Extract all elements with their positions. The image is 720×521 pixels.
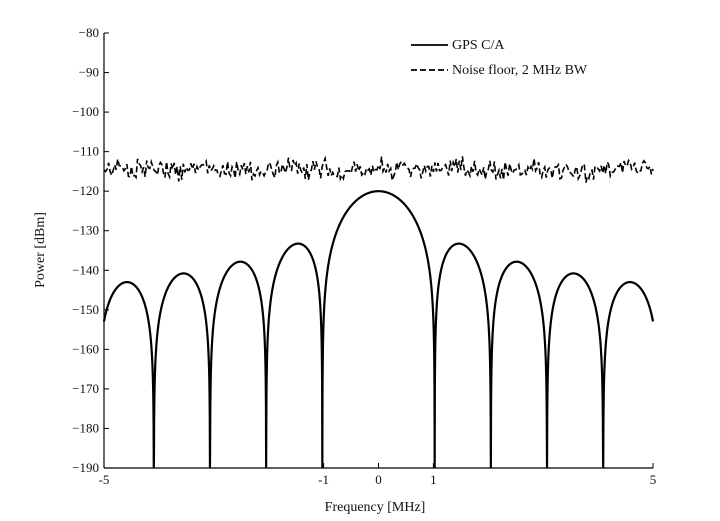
legend-label-noise-floor: Noise floor, 2 MHz BW xyxy=(452,63,588,78)
axes xyxy=(103,33,653,469)
series-group xyxy=(102,155,655,469)
legend: GPS C/A Noise floor, 2 MHz BW xyxy=(411,38,588,78)
legend-label-gps-ca: GPS C/A xyxy=(452,38,505,53)
y-tick-label: −130 xyxy=(72,223,99,238)
y-tick-label: −190 xyxy=(72,460,99,475)
y-tick-label: −90 xyxy=(79,65,99,80)
y-tick-label: −80 xyxy=(79,25,99,40)
series-noise-floor-line xyxy=(103,155,654,183)
series-gps-ca-line xyxy=(102,190,655,469)
x-tick-label: 5 xyxy=(650,472,657,487)
y-axis-label: Power [dBm] xyxy=(33,212,48,288)
y-tick-label: −140 xyxy=(72,262,99,277)
y-tick-label: −120 xyxy=(72,183,99,198)
x-tick-label: -5 xyxy=(99,472,110,487)
x-tick-label: 0 xyxy=(375,472,382,487)
y-tick-label: −170 xyxy=(72,381,99,396)
x-tick-label: -1 xyxy=(318,472,329,487)
y-tick-label: −160 xyxy=(72,341,99,356)
x-tick-label: 1 xyxy=(430,472,437,487)
x-axis-ticks: -5 -1 0 1 5 xyxy=(99,463,657,487)
x-axis-label: Frequency [MHz] xyxy=(325,500,426,515)
y-tick-label: −100 xyxy=(72,104,99,119)
y-axis-ticks: −80 −90 −100 −110 −120 −130 −140 −150 −160 −170 −1… xyxy=(72,25,109,475)
y-tick-label: −180 xyxy=(72,420,99,435)
y-tick-label: −110 xyxy=(73,144,99,159)
y-tick-label: −150 xyxy=(72,302,99,317)
